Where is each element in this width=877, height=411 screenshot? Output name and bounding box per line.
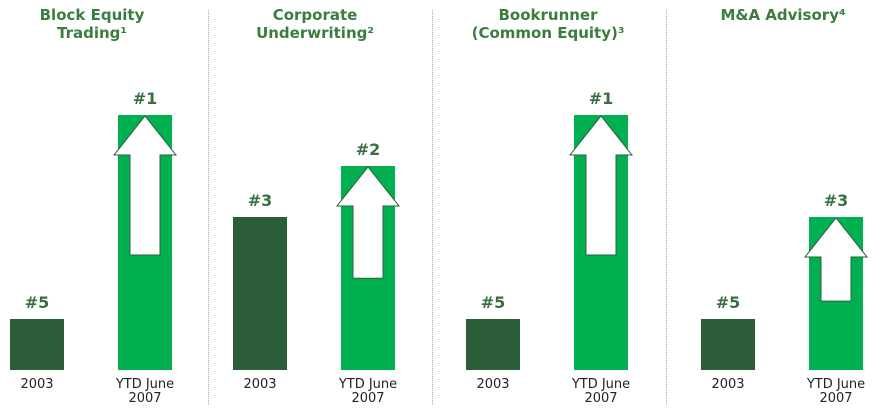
bar	[701, 319, 755, 370]
value-label: #2	[355, 140, 381, 159]
panel-title: Bookrunner (Common Equity)³	[471, 6, 625, 42]
x-tick-label: 2003	[20, 377, 54, 392]
x-tick-label: YTD June 2007	[115, 377, 175, 406]
x-tick-label: YTD June 2007	[338, 377, 398, 406]
bar	[335, 166, 401, 370]
bar	[568, 115, 634, 370]
arrow	[112, 115, 178, 256]
value-label: #5	[715, 293, 741, 312]
divider	[666, 10, 667, 405]
divider	[432, 10, 433, 405]
x-tick-label: YTD June 2007	[571, 377, 631, 406]
arrow-shape	[112, 115, 178, 256]
bar	[803, 217, 869, 370]
value-label: #5	[480, 293, 506, 312]
arrow	[803, 217, 869, 302]
arrow-shape	[803, 217, 869, 302]
value-label: #3	[823, 191, 849, 210]
x-tick-label: 2003	[476, 377, 510, 392]
panel-title: M&A Advisory⁴	[720, 6, 846, 24]
x-tick-label: 2003	[243, 377, 277, 392]
divider	[208, 10, 209, 405]
arrow-shape	[335, 166, 401, 279]
value-label: #1	[132, 89, 158, 108]
panel-title: Corporate Underwriting²	[256, 6, 374, 42]
bar	[233, 217, 287, 370]
bar	[10, 319, 64, 370]
arrow-shape	[568, 115, 634, 256]
panel-title: Block Equity Trading¹	[39, 6, 145, 42]
value-label: #5	[24, 293, 50, 312]
arrow	[568, 115, 634, 256]
arrow	[335, 166, 401, 279]
x-tick-label: YTD June 2007	[806, 377, 866, 406]
bar	[466, 319, 520, 370]
x-tick-label: 2003	[711, 377, 745, 392]
value-label: #3	[247, 191, 273, 210]
value-label: #1	[588, 89, 614, 108]
bar	[112, 115, 178, 370]
